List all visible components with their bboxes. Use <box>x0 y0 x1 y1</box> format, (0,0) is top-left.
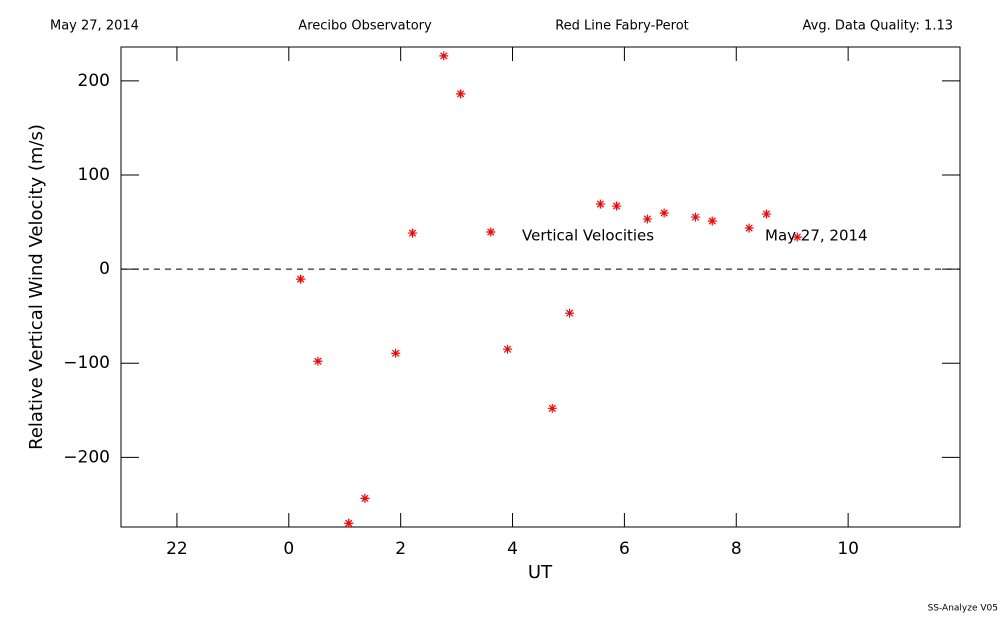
x-axis-label: UT <box>528 562 553 583</box>
marker <box>642 214 652 224</box>
marker <box>547 403 557 413</box>
marker <box>744 223 754 233</box>
marker <box>690 212 700 222</box>
marker <box>707 216 717 226</box>
header-instrument: Red Line Fabry-Perot <box>555 19 689 34</box>
marker <box>612 201 622 211</box>
marker <box>456 89 466 99</box>
y-tick-label: −200 <box>63 447 110 467</box>
marker <box>391 348 401 358</box>
marker <box>659 208 669 218</box>
x-tick-label: 4 <box>507 539 518 559</box>
marker <box>792 232 802 242</box>
y-tick-label: 100 <box>78 165 110 185</box>
marker <box>565 308 575 318</box>
x-tick-label: 2 <box>395 539 406 559</box>
marker <box>360 493 370 503</box>
y-axis-label: Relative Vertical Wind Velocity (m/s) <box>26 124 47 450</box>
marker <box>296 274 306 284</box>
header-quality: Avg. Data Quality: 1.13 <box>803 19 953 34</box>
y-tick-label: −100 <box>63 353 110 373</box>
footer: SS-Analyze V05 <box>928 604 998 614</box>
marker <box>313 356 323 366</box>
marker <box>761 209 771 219</box>
marker <box>502 344 512 354</box>
x-tick-label: 8 <box>731 539 742 559</box>
marker <box>439 51 449 61</box>
x-tick-label: 6 <box>619 539 630 559</box>
marker <box>595 199 605 209</box>
x-tick-label: 22 <box>166 539 188 559</box>
marker <box>344 518 354 528</box>
annotation: Vertical Velocities <box>522 227 654 245</box>
header-site: Arecibo Observatory <box>298 19 432 34</box>
header-date: May 27, 2014 <box>50 19 139 34</box>
x-tick-label: 10 <box>837 539 859 559</box>
x-tick-label: 0 <box>283 539 294 559</box>
plot-frame <box>120 46 961 528</box>
y-tick-label: 200 <box>78 71 110 91</box>
marker <box>407 228 417 238</box>
marker <box>486 227 496 237</box>
annotation: May 27, 2014 <box>765 227 868 245</box>
y-tick-label: 0 <box>99 259 110 279</box>
